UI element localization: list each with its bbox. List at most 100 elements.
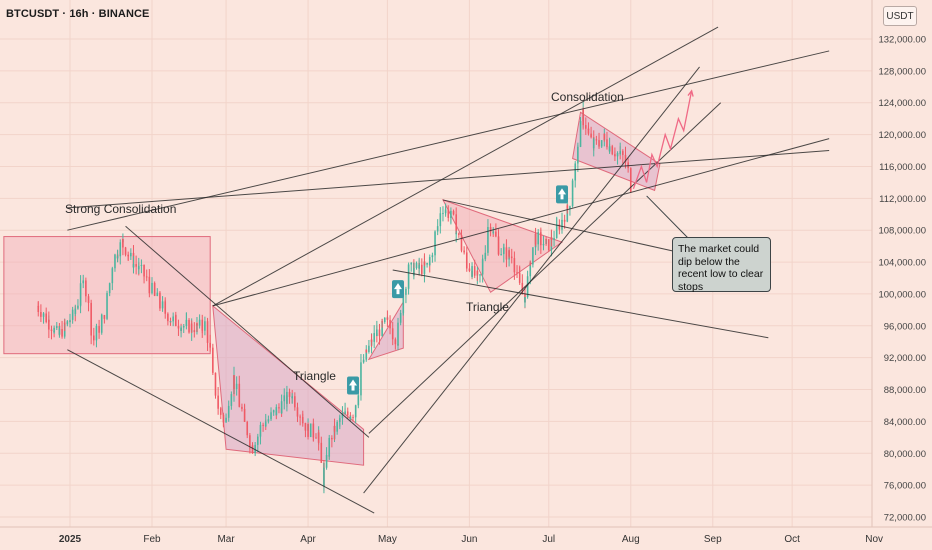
- candle-body: [243, 410, 246, 422]
- candle-body: [140, 264, 143, 266]
- candle-body: [458, 233, 460, 236]
- candle-body: [61, 329, 63, 337]
- candle-body: [532, 247, 534, 265]
- candle-body: [188, 319, 190, 333]
- candle-body: [304, 422, 307, 431]
- candle-body: [217, 395, 219, 408]
- candle-body: [238, 396, 241, 407]
- candle-body: [193, 330, 196, 333]
- candle-body: [489, 227, 492, 232]
- candle-body: [518, 273, 521, 283]
- price-tick-label: 120,000.00: [878, 130, 926, 141]
- candle-body: [360, 362, 362, 379]
- price-tick-label: 112,000.00: [879, 194, 926, 205]
- candle-body: [320, 442, 323, 463]
- candle-body: [405, 288, 407, 295]
- candle-body: [283, 395, 286, 402]
- candle-body: [463, 250, 465, 253]
- candle-body: [473, 266, 476, 276]
- candle-body: [577, 146, 579, 151]
- candle-body: [251, 445, 254, 454]
- candle-body: [108, 283, 111, 294]
- candle-body: [90, 302, 92, 328]
- candle-body: [352, 417, 354, 419]
- candle-body: [571, 192, 574, 207]
- candle-body: [553, 237, 555, 240]
- candle-body: [161, 301, 164, 309]
- candle-body: [93, 335, 95, 341]
- symbol-title: BTCUSDT · 16h · BINANCE: [6, 8, 150, 20]
- price-tick-label: 104,000.00: [878, 258, 926, 269]
- up-arrow-icon-stem: [560, 194, 564, 200]
- candle-body: [465, 252, 468, 262]
- candle-body: [354, 414, 357, 418]
- candle-body: [153, 290, 156, 296]
- candle-body: [622, 151, 624, 156]
- candle-body: [582, 109, 584, 126]
- candle-body: [180, 327, 182, 331]
- up-arrow-icon-stem: [396, 289, 400, 295]
- candle-body: [323, 467, 325, 487]
- candle-body: [227, 405, 230, 417]
- candle-body: [333, 425, 336, 432]
- candle-body: [106, 298, 108, 319]
- candle-body: [264, 421, 267, 427]
- candle-body: [574, 163, 577, 181]
- candle-body: [130, 252, 132, 257]
- candle-body: [344, 411, 346, 414]
- candle-body: [156, 292, 159, 296]
- candle-body: [550, 237, 553, 240]
- candle-body: [600, 140, 603, 147]
- candle-body: [587, 128, 590, 134]
- candle-body: [127, 254, 129, 257]
- candle-body: [608, 146, 611, 152]
- candle-body: [460, 247, 463, 251]
- trend-line: [67, 349, 375, 514]
- candle-body: [238, 383, 241, 397]
- currency-button[interactable]: USDT: [883, 6, 917, 26]
- candle-body: [603, 133, 606, 140]
- candle-body: [439, 213, 442, 218]
- candle-body: [339, 418, 341, 420]
- pattern-label: Consolidation: [551, 90, 624, 104]
- candle-body: [468, 268, 471, 271]
- trend-line: [442, 199, 705, 259]
- candle-body: [629, 168, 632, 185]
- candle-body: [288, 391, 291, 397]
- candle-body: [331, 437, 333, 440]
- trend-line: [67, 50, 830, 231]
- candle-body: [201, 319, 204, 329]
- candle-body: [212, 347, 214, 360]
- candle-body: [402, 294, 405, 311]
- candle-body: [510, 256, 513, 259]
- candle-body: [566, 205, 569, 209]
- candle-body: [219, 408, 222, 415]
- candle-body: [450, 211, 452, 216]
- candle-body: [373, 333, 375, 342]
- candle-body: [407, 264, 410, 273]
- candle-body: [349, 417, 352, 420]
- candle-body: [135, 264, 137, 267]
- pattern-zone-2: [367, 300, 404, 361]
- price-tick-label: 88,000.00: [884, 385, 926, 396]
- candle-body: [77, 305, 79, 309]
- candle-body: [299, 416, 301, 418]
- candle-body: [74, 308, 77, 314]
- candle-body: [421, 264, 423, 274]
- candle-body: [103, 315, 106, 319]
- candle-body: [69, 319, 71, 322]
- up-arrow-icon-stem: [351, 385, 355, 391]
- time-tick-label: Feb: [143, 534, 161, 545]
- up-arrow-icon: [394, 283, 402, 290]
- candle-body: [114, 254, 116, 269]
- price-tick-label: 128,000.00: [878, 66, 926, 77]
- candle-body: [235, 383, 238, 389]
- time-tick-label: 2025: [59, 534, 82, 545]
- candle-body: [222, 421, 225, 423]
- candle-body: [137, 265, 140, 270]
- candle-body: [426, 262, 428, 265]
- candle-body: [37, 306, 40, 313]
- candle-body: [153, 282, 156, 291]
- candle-body: [296, 411, 299, 417]
